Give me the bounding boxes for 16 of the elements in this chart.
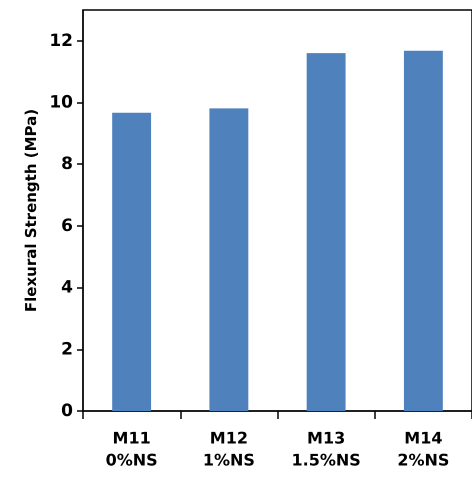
y-tick-label: 12 bbox=[49, 30, 73, 51]
x-tick-label: M14 2%NS bbox=[397, 428, 450, 470]
y-tick-label: 0 bbox=[61, 401, 74, 421]
bar bbox=[306, 53, 346, 411]
bar bbox=[112, 112, 152, 411]
y-tick-label: 2 bbox=[61, 339, 73, 360]
y-tick-label: 6 bbox=[61, 216, 73, 236]
bar bbox=[404, 50, 443, 411]
y-tick-label: 10 bbox=[49, 92, 74, 113]
y-tick-label: 4 bbox=[61, 278, 74, 298]
y-tick-label: 8 bbox=[61, 154, 73, 174]
x-tick-label: M11 0%NS bbox=[106, 428, 158, 470]
x-tick-label: M12 1%NS bbox=[202, 428, 255, 470]
bar bbox=[209, 108, 248, 411]
y-axis-title: Flexural Strength (MPa) bbox=[22, 108, 40, 312]
x-tick-label: M13 1.5%NS bbox=[291, 428, 361, 470]
